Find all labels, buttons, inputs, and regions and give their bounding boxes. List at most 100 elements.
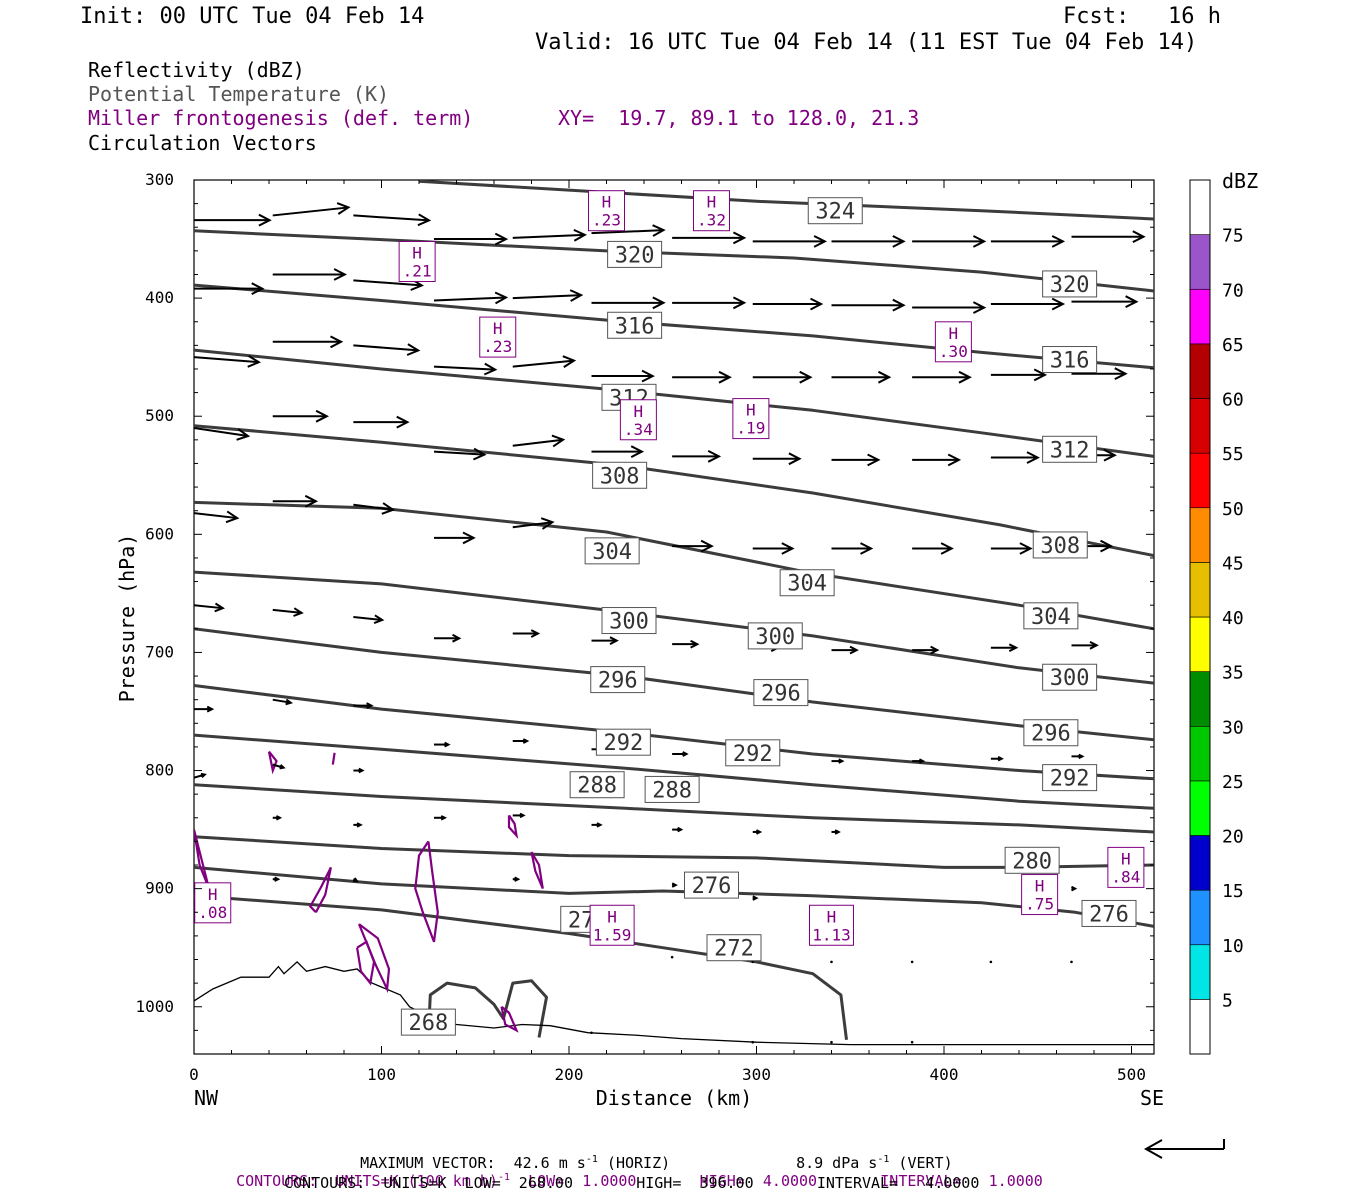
colorbar-segment [1189,671,1211,727]
theta-contour-label: 300 [1042,663,1098,691]
svg-text:1.59: 1.59 [593,925,632,944]
theta-contour-label: 292 [725,739,781,767]
svg-text:.32: .32 [697,211,726,230]
circulation-vector [194,772,207,779]
frontogenesis-max-label: H.19 [732,398,770,440]
circulation-vector [672,296,747,310]
theta-contour-label: 324 [807,197,863,225]
svg-text:292: 292 [733,742,773,767]
y-tick-label: 500 [145,406,174,425]
svg-text:H: H [602,193,612,212]
colorbar-segment [1189,562,1211,618]
theta-contour-label: 304 [779,569,835,597]
svg-text:H: H [412,243,422,262]
circulation-vector [353,822,363,828]
circulation-vector [751,960,755,964]
frontogenesis-contour [356,940,376,986]
circulation-vector [272,698,294,706]
forecast-hour: 16 h [1168,4,1221,29]
theta-contour-label: 280 [1004,846,1060,874]
svg-text:H: H [707,193,717,212]
circulation-vector [353,343,421,356]
svg-text:1.13: 1.13 [812,925,851,944]
theta-contour-272 [194,894,848,1040]
frontogenesis-contour [530,851,544,890]
x-axis-label: Distance (km) [596,1086,753,1110]
x-tick-label: 400 [930,1065,959,1084]
theta-contour-label: 316 [607,311,663,339]
svg-text:292: 292 [1050,767,1090,792]
svg-text:.08: .08 [198,903,227,922]
circulation-vector [434,232,509,246]
colorbar-level-label: 45 [1222,553,1244,574]
legend-potential-temperature: Potential Temperature (K) [88,82,390,106]
circulation-vector [990,756,1004,762]
circulation-vector [194,427,251,441]
circulation-vector [1071,753,1085,760]
circulation-vector [591,369,655,383]
theta-contour-324 [418,180,1154,221]
circulation-vector [672,231,747,245]
svg-text:276: 276 [1089,902,1129,927]
circulation-vector [512,289,584,302]
circulation-vector [990,297,1066,311]
theta-contour-label: 296 [590,666,646,694]
init-time: Init: 00 UTC Tue 04 Feb 14 [80,4,425,29]
theta-contour-label: 304 [1023,602,1079,630]
svg-text:300: 300 [1050,666,1090,691]
circulation-vector [910,960,914,964]
x-tick-label: 300 [742,1065,771,1084]
reference-vector-arrow [1143,1139,1225,1159]
circulation-vector [831,542,874,555]
circulation-vector [194,282,265,295]
forecast-label: Fcst: [1063,4,1130,29]
circulation-vector [912,301,987,314]
circulation-vector [672,826,684,833]
svg-text:324: 324 [815,200,855,225]
circulation-vector [990,542,1033,555]
theta-contour-label: 320 [607,240,663,268]
circulation-vector [990,368,1048,382]
terrain-surface-line [194,961,1154,1046]
colorbar-level-label: 55 [1222,444,1244,465]
circulation-vector [831,453,881,467]
svg-text:H: H [827,907,837,926]
circulation-vector [194,705,215,713]
circulation-vector [1071,885,1078,892]
frontogenesis-max-label: H.21 [398,240,436,282]
circulation-vector [512,517,555,530]
circulation-vector [752,542,795,555]
svg-text:.34: .34 [624,420,653,439]
colorbar-unit: dBZ [1222,169,1258,193]
circulation-vector [1071,230,1146,243]
circulation-vector [990,451,1040,464]
colorbar-level-label: 70 [1222,280,1244,301]
max-vector-vert-suffix: (VERT) [889,1154,953,1172]
y-tick-label: 900 [145,879,174,898]
x-tick-label: 100 [367,1065,396,1084]
circulation-vector [912,542,954,555]
frontogenesis-contour [331,752,336,765]
y-tick-label: 1000 [135,997,174,1016]
frontogenesis-max-label: H.30 [934,321,972,363]
se-end-label: SE [1140,1086,1164,1110]
circulation-vector [752,235,828,248]
theta-contour-312 [194,348,1154,458]
legend-frontogenesis: Miller frontogenesis (def. term) [88,106,474,130]
colorbar-segment [1189,288,1211,345]
svg-text:.75: .75 [1025,895,1054,914]
contours1-units: CONTOURS: UNITS=K (100 km h) [236,1172,498,1190]
circulation-vector [433,362,498,376]
svg-text:312: 312 [1050,438,1090,463]
colorbar-segment [1189,780,1211,836]
theta-contour-label: 276 [1081,899,1137,927]
contours1-range: LOW= 1.0000 HIGH= 4.0000 INTERVAL= 1.000… [510,1172,1043,1190]
circulation-vector [433,291,509,305]
circulation-vector [752,895,759,901]
colorbar-segment [1189,999,1211,1055]
svg-text:300: 300 [755,625,795,650]
y-tick-label: 400 [145,288,174,307]
theta-contour-label: 300 [747,622,803,650]
circulation-vector [831,758,845,764]
colorbar-segment [1189,725,1211,782]
